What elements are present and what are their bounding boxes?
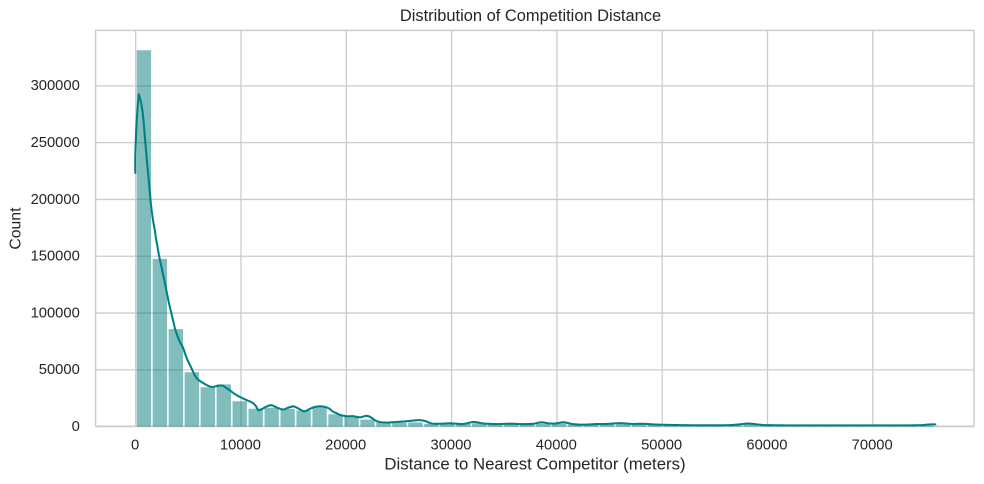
svg-text:Count: Count [8,207,25,250]
svg-text:Distance to Nearest Competitor: Distance to Nearest Competitor (meters) [384,455,685,474]
svg-text:100000: 100000 [31,305,80,321]
svg-text:250000: 250000 [31,135,80,151]
svg-text:50000: 50000 [641,438,682,454]
svg-text:300000: 300000 [31,78,80,94]
svg-text:50000: 50000 [39,362,80,378]
svg-text:40000: 40000 [536,438,577,454]
svg-text:200000: 200000 [31,192,80,208]
svg-text:150000: 150000 [31,249,80,265]
svg-text:10000: 10000 [220,438,261,454]
svg-text:60000: 60000 [746,438,787,454]
svg-text:20000: 20000 [325,438,366,454]
svg-text:Distribution of Competition Di: Distribution of Competition Distance [400,7,661,25]
svg-text:70000: 70000 [852,438,893,454]
svg-text:0: 0 [72,419,80,435]
svg-text:30000: 30000 [430,438,471,454]
svg-text:0: 0 [131,438,139,454]
